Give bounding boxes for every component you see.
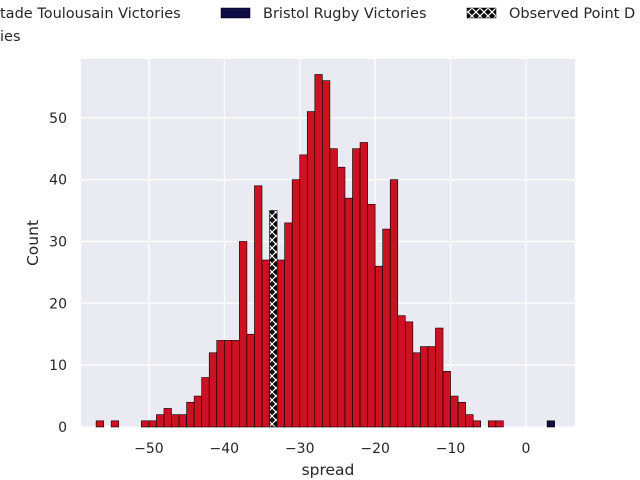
bar-stade-toulousain-victories: [141, 420, 150, 428]
y-tick-label: 10: [49, 358, 67, 374]
bar-stade-toulousain-victories: [397, 315, 406, 428]
legend-label-bristol-rugby: Bristol Rugby Victories: [263, 6, 427, 22]
bar-stade-toulousain-victories: [367, 204, 376, 428]
bar-stade-toulousain-victories: [246, 333, 255, 428]
bar-stade-toulousain-victories: [276, 259, 285, 428]
bar-stade-toulousain-victories: [359, 142, 368, 428]
legend-swatch-bristol-rugby: [220, 7, 251, 19]
bar-stade-toulousain-victories: [171, 414, 180, 428]
x-tick-label: −40: [210, 441, 240, 457]
bar-stade-toulousain-victories: [216, 340, 225, 428]
bar-stade-toulousain-victories: [389, 179, 399, 428]
x-tick-label: 0: [522, 441, 531, 457]
y-tick-label: 0: [58, 420, 67, 436]
bar-stade-toulousain-victories: [427, 346, 436, 428]
bar-stade-toulousain-victories: [322, 80, 331, 428]
bar-stade-toulousain-victories: [223, 340, 233, 428]
bar-stade-toulousain-victories: [110, 420, 120, 428]
x-tick-label: −10: [436, 441, 466, 457]
bar-stade-toulousain-victories: [472, 420, 482, 428]
bar-stade-toulousain-victories: [420, 346, 429, 428]
bar-stade-toulousain-victories: [405, 321, 414, 428]
bar-stade-toulousain-victories: [201, 377, 210, 428]
bar-stade-toulousain-victories: [163, 408, 172, 428]
legend-label-row2-fragment: ies: [0, 29, 21, 45]
y-axis-ticks: 0 10 20 30 40 50: [49, 111, 67, 436]
bar-stade-toulousain-victories: [291, 179, 301, 428]
bar-stade-toulousain-victories: [382, 228, 391, 428]
bar-stade-toulousain-victories: [193, 395, 202, 428]
y-tick-label: 40: [49, 173, 67, 189]
bar-stade-toulousain-victories: [95, 420, 104, 428]
x-axis-label: spread: [302, 461, 355, 479]
bar-stade-toulousain-victories: [148, 420, 157, 428]
bar-stade-toulousain-victories: [156, 414, 165, 428]
bar-stade-toulousain-victories: [208, 352, 218, 428]
bar-stade-toulousain-victories: [435, 327, 444, 428]
bar-stade-toulousain-victories: [487, 420, 497, 428]
y-axis-label: Count: [24, 220, 42, 266]
bar-stade-toulousain-victories: [344, 197, 353, 428]
x-tick-label: −50: [134, 441, 164, 457]
legend-label-stade-toulousain: tade Toulousain Victories: [0, 6, 181, 22]
histogram-bars: [95, 74, 555, 428]
bar-stade-toulousain-victories: [337, 166, 346, 428]
legend-swatch-observed-point-differential: [466, 7, 497, 19]
x-tick-label: −20: [360, 441, 390, 457]
bar-stade-toulousain-victories: [239, 241, 248, 428]
bar-stade-toulousain-victories: [412, 352, 421, 428]
y-tick-label: 30: [49, 234, 67, 250]
bar-bristol-rugby-victories: [546, 420, 555, 428]
legend: tade Toulousain Victories Bristol Rugby …: [0, 6, 635, 45]
bar-stade-toulousain-victories: [284, 222, 293, 428]
bar-stade-toulousain-victories: [457, 401, 466, 428]
bar-stade-toulousain-victories: [314, 74, 323, 428]
bar-stade-toulousain-victories: [306, 111, 316, 428]
bar-stade-toulousain-victories: [495, 420, 504, 428]
y-tick-label: 50: [49, 111, 67, 127]
bar-stade-toulousain-victories: [450, 395, 459, 428]
bar-observed-point-differential: [269, 210, 278, 428]
bar-stade-toulousain-victories: [329, 148, 338, 428]
bar-stade-toulousain-victories: [254, 185, 263, 428]
bar-stade-toulousain-victories: [178, 414, 187, 428]
bar-stade-toulousain-victories: [442, 371, 451, 428]
legend-label-observed-point-differential: Observed Point D: [509, 6, 635, 22]
bar-stade-toulousain-victories: [352, 148, 361, 428]
bar-stade-toulousain-victories: [374, 265, 383, 428]
x-axis-ticks: −50 −40 −30 −20 −10 0: [134, 441, 530, 457]
bar-stade-toulousain-victories: [299, 154, 308, 428]
bar-stade-toulousain-victories: [261, 259, 270, 428]
x-tick-label: −30: [285, 441, 315, 457]
bar-stade-toulousain-victories: [231, 340, 240, 428]
bar-stade-toulousain-victories: [465, 414, 474, 428]
bar-stade-toulousain-victories: [186, 401, 195, 428]
y-tick-label: 20: [49, 296, 67, 312]
